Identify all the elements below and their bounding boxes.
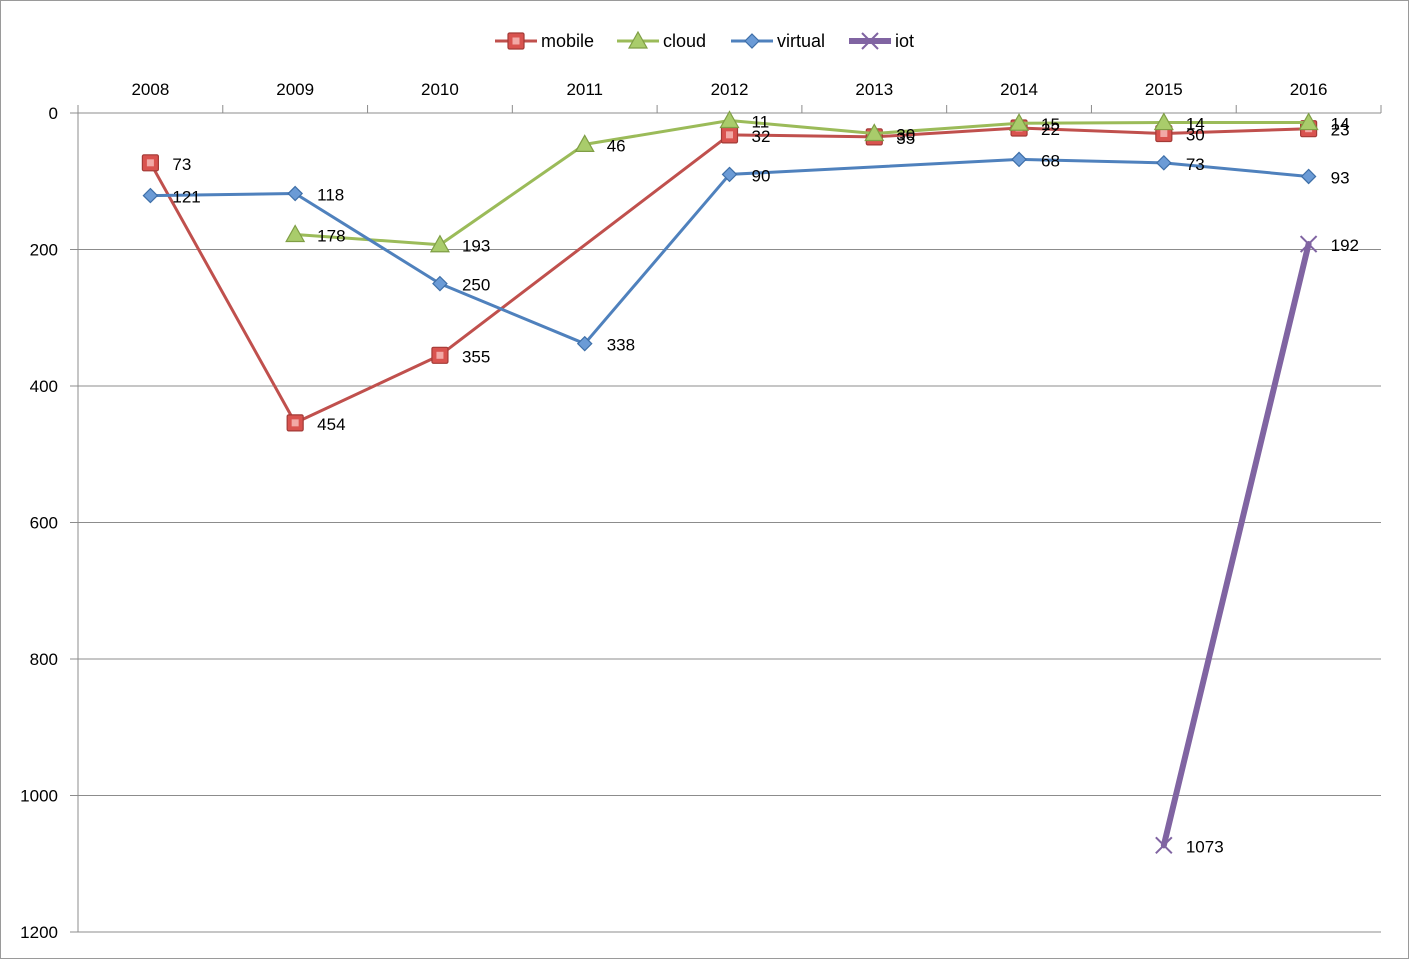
data-label-mobile-2010: 355 bbox=[462, 347, 490, 366]
data-label-cloud-2011: 46 bbox=[607, 136, 626, 155]
data-label-mobile-2014: 22 bbox=[1041, 120, 1060, 139]
x-tick-label-2010: 2010 bbox=[421, 80, 459, 99]
marker-iot-2015 bbox=[1155, 836, 1173, 855]
x-tick-label-2016: 2016 bbox=[1290, 80, 1328, 99]
marker-cloud-2016 bbox=[1298, 112, 1319, 131]
y-tick-label: 0 bbox=[49, 104, 58, 123]
data-label-virtual-2010: 250 bbox=[462, 276, 490, 295]
data-labels: 73 454 355 32 35 22 30 23 178 193 46 11 30 15 14 14 121 1… bbox=[172, 113, 1359, 857]
x-tick-label-2011: 2011 bbox=[566, 80, 603, 99]
marker-iot-2016 bbox=[1299, 235, 1318, 253]
marker-cloud-2015 bbox=[1153, 112, 1174, 131]
marker-x-stroke bbox=[1155, 836, 1173, 855]
data-label-mobile-2013: 35 bbox=[896, 129, 915, 148]
marker-mobile-2008 bbox=[141, 154, 159, 172]
data-label-mobile-2016: 23 bbox=[1331, 121, 1350, 140]
marker-square-inner bbox=[146, 159, 154, 167]
data-label-mobile-2015: 30 bbox=[1186, 125, 1205, 144]
marker-virtual-2016 bbox=[1300, 168, 1317, 185]
series-line-iot bbox=[1160, 241, 1312, 849]
data-label-mobile-2012: 32 bbox=[752, 127, 771, 146]
x-tick-label-2012: 2012 bbox=[711, 80, 749, 99]
legend-label-iot: iot bbox=[895, 31, 914, 51]
data-label-cloud-2012: 11 bbox=[752, 113, 770, 132]
marker-square-inner bbox=[512, 37, 520, 45]
marker-square-inner bbox=[436, 351, 444, 359]
x-tick-label-2009: 2009 bbox=[276, 80, 314, 99]
data-label-cloud-2014: 15 bbox=[1041, 115, 1060, 134]
marker-virtual-2009 bbox=[287, 185, 304, 202]
legend-label-virtual: virtual bbox=[777, 31, 825, 51]
series-lines bbox=[141, 110, 1319, 855]
marker-x-stroke bbox=[1299, 235, 1318, 253]
x-tick-label-2015: 2015 bbox=[1145, 80, 1183, 99]
marker-virtual-2011 bbox=[576, 335, 593, 352]
data-label-cloud-2015: 14 bbox=[1186, 115, 1205, 134]
legend-marker-cloud bbox=[627, 30, 649, 49]
marker-virtual-2012 bbox=[721, 166, 738, 183]
marker-cloud-2011 bbox=[574, 134, 595, 152]
legend-item-iot: iot bbox=[849, 31, 914, 51]
data-label-cloud-2009: 178 bbox=[317, 226, 345, 245]
marker-virtual-2008 bbox=[142, 187, 159, 204]
axes: 0 200 400 600 800 1000 1200 2008 2009 2010 2011 201… bbox=[20, 80, 1382, 942]
series-line-mobile bbox=[148, 126, 1311, 425]
data-label-cloud-2016: 14 bbox=[1331, 115, 1350, 134]
legend-label-mobile: mobile bbox=[541, 31, 594, 51]
marker-cloud-2009 bbox=[285, 224, 306, 243]
legend-marker-mobile bbox=[507, 32, 525, 50]
legend-marker-virtual bbox=[744, 33, 760, 49]
marker-mobile-2012 bbox=[720, 126, 739, 144]
marker-mobile-2009 bbox=[286, 414, 304, 432]
data-label-virtual-2011: 338 bbox=[607, 336, 635, 355]
data-label-virtual-2014: 68 bbox=[1041, 151, 1060, 170]
data-label-virtual-2012: 90 bbox=[752, 166, 771, 185]
marker-cloud-2010 bbox=[429, 234, 450, 253]
data-label-virtual-2015: 73 bbox=[1186, 155, 1205, 174]
data-label-virtual-2016: 93 bbox=[1331, 168, 1350, 187]
data-label-cloud-2010: 193 bbox=[462, 237, 490, 256]
data-label-virtual-2008: 121 bbox=[172, 188, 200, 207]
marker-cloud-2013 bbox=[864, 123, 885, 142]
data-label-mobile-2009: 454 bbox=[317, 415, 345, 434]
marker-cloud-2012 bbox=[719, 110, 740, 129]
legend-label-cloud: cloud bbox=[663, 31, 706, 51]
grid-lines bbox=[78, 249, 1381, 933]
data-label-iot-2015: 1073 bbox=[1186, 837, 1224, 856]
data-label-virtual-2009: 118 bbox=[317, 186, 344, 205]
y-tick-label: 800 bbox=[30, 650, 58, 669]
marker-virtual-2010 bbox=[432, 275, 448, 292]
x-tick-label-2008: 2008 bbox=[131, 80, 169, 99]
marker-x-stroke bbox=[861, 32, 879, 50]
legend: mobile cloud virtual iot bbox=[495, 30, 914, 51]
y-tick-label: 200 bbox=[30, 241, 58, 260]
marker-virtual-2014 bbox=[1011, 151, 1027, 168]
y-tick-label: 1000 bbox=[20, 787, 58, 806]
legend-item-cloud: cloud bbox=[617, 30, 706, 51]
legend-marker-iot bbox=[861, 32, 879, 50]
y-tick-label: 400 bbox=[30, 377, 58, 396]
x-tick-label-2013: 2013 bbox=[855, 80, 893, 99]
legend-item-mobile: mobile bbox=[495, 31, 594, 51]
data-label-mobile-2008: 73 bbox=[172, 155, 191, 174]
marker-cloud-2014 bbox=[1009, 113, 1030, 131]
marker-square-inner bbox=[291, 419, 299, 427]
y-tick-label: 600 bbox=[30, 514, 58, 533]
x-tick-label-2014: 2014 bbox=[1000, 80, 1038, 99]
marker-square-inner bbox=[726, 131, 733, 139]
data-label-iot-2016: 192 bbox=[1331, 236, 1359, 255]
marker-virtual-2015 bbox=[1155, 154, 1172, 171]
data-label-cloud-2013: 30 bbox=[896, 125, 915, 144]
series-line-virtual bbox=[148, 157, 1311, 346]
marker-mobile-2010 bbox=[431, 346, 449, 364]
marker-square-inner bbox=[1160, 129, 1168, 137]
series-line-cloud bbox=[293, 119, 1311, 247]
legend-item-virtual: virtual bbox=[731, 31, 825, 51]
y-tick-label: 1200 bbox=[20, 923, 58, 942]
